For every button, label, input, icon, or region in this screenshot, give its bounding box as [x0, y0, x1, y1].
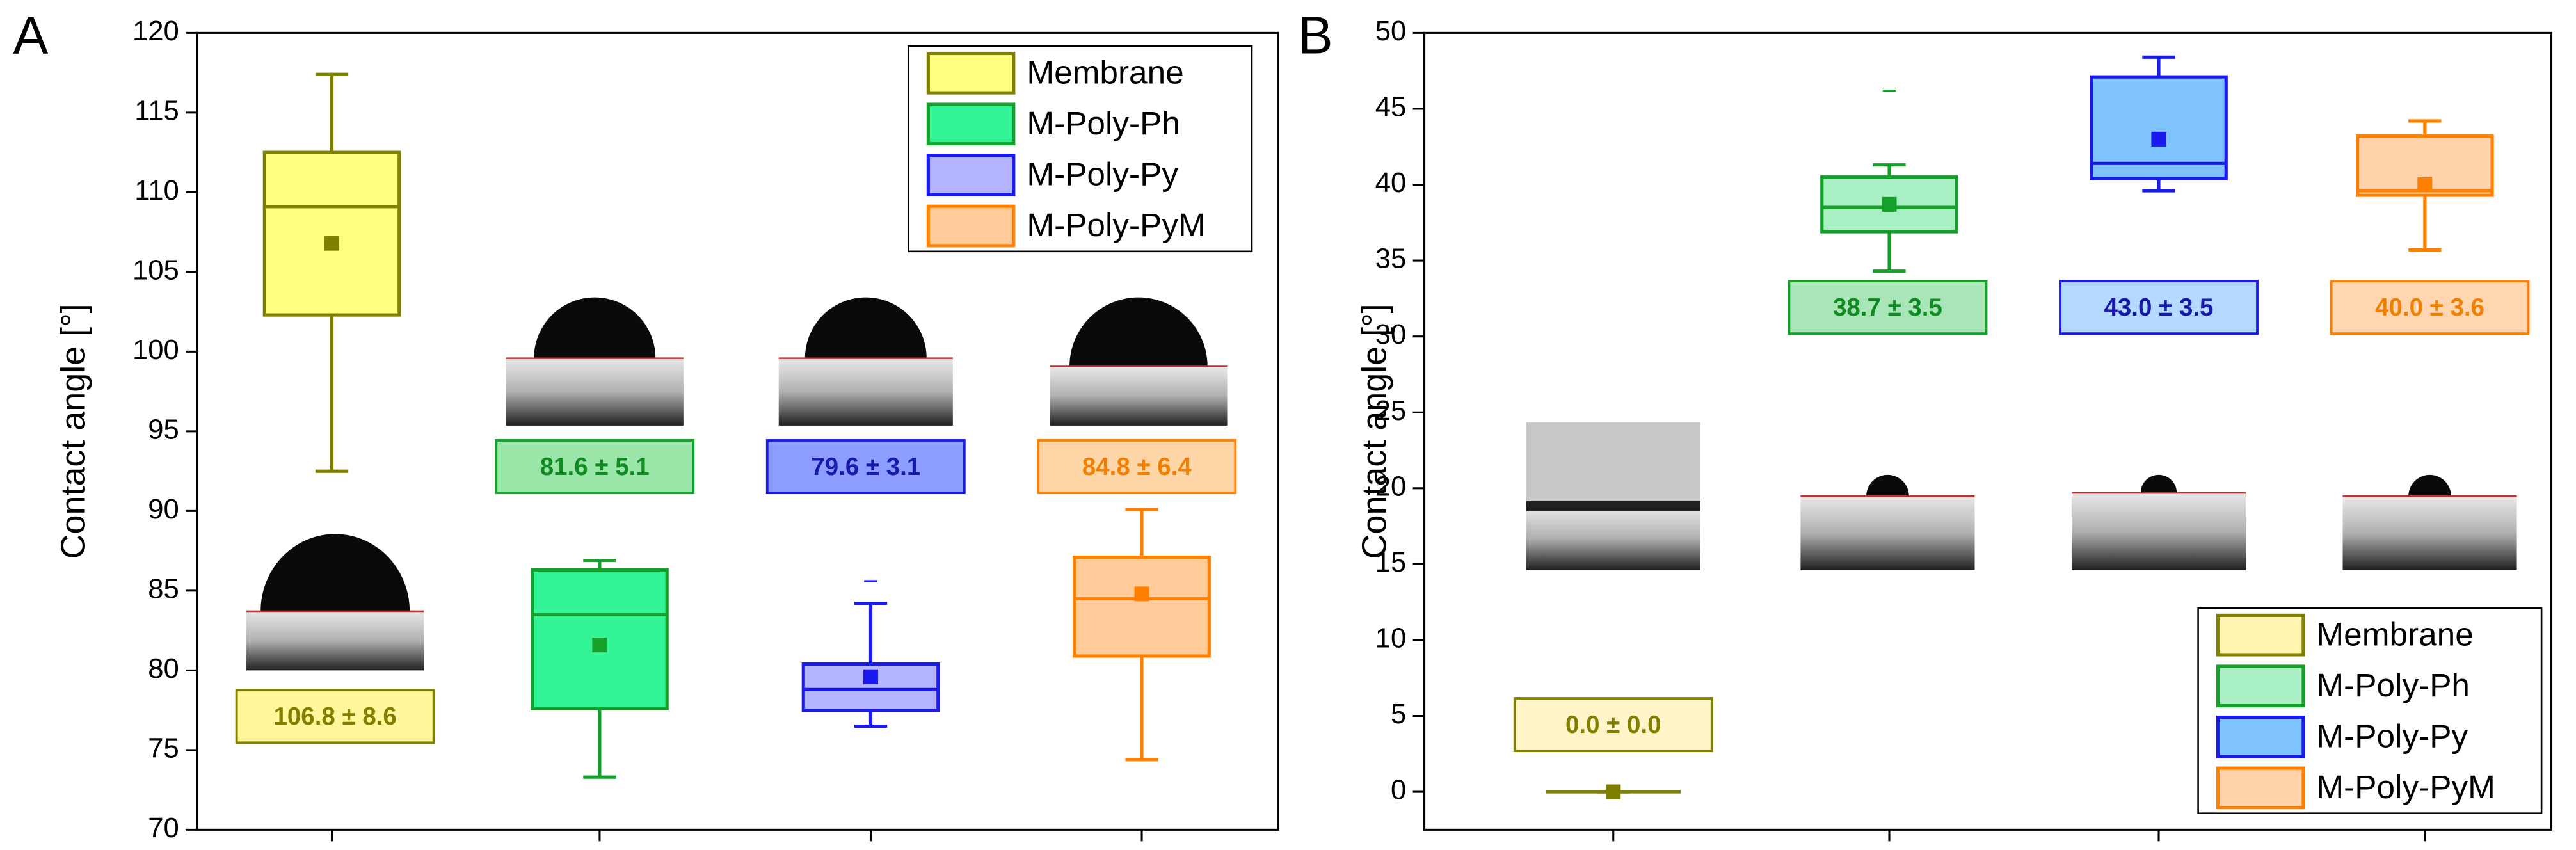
y-tick-label: 35	[1375, 244, 1407, 275]
y-tick-label: 20	[1375, 471, 1407, 502]
legend-swatch	[926, 154, 1016, 196]
mean-marker	[863, 669, 879, 684]
mean-marker	[592, 637, 607, 653]
legend-label: M-Poly-Py	[2316, 718, 2468, 754]
value-label-box	[1513, 697, 1713, 753]
y-tick-label: 80	[148, 654, 179, 684]
value-label: 38.7 ± 3.5	[1833, 294, 1942, 321]
y-axis-label: Contact angle [°]	[1355, 303, 1393, 559]
mean-marker	[2417, 177, 2433, 193]
image-surface	[1800, 496, 1975, 570]
value-label: 106.8 ± 8.6	[273, 703, 396, 730]
legend-swatch	[2216, 715, 2305, 758]
value-label: 81.6 ± 5.1	[540, 453, 650, 481]
y-tick-label: 30	[1375, 319, 1407, 350]
legend-swatch	[926, 51, 1016, 95]
legend-label: M-Poly-Py	[1027, 156, 1178, 193]
y-tick-label: 50	[1375, 16, 1407, 47]
legend-label: Membrane	[2316, 616, 2473, 652]
y-tick-label: 85	[148, 573, 179, 604]
value-label: 84.8 ± 6.4	[1082, 453, 1192, 481]
y-tick-label: 95	[148, 414, 179, 445]
legend-swatch	[926, 102, 1016, 146]
droplet-image	[2071, 474, 2246, 570]
legend-label: M-Poly-Ph	[1027, 105, 1180, 141]
value-label: 79.6 ± 3.1	[811, 453, 920, 481]
mean-marker	[1882, 196, 1897, 212]
y-tick-label: 75	[148, 733, 179, 764]
value-label-box	[235, 689, 435, 744]
image-surface	[778, 358, 953, 426]
y-tick-label: 115	[134, 95, 179, 126]
droplet	[2140, 474, 2177, 493]
y-tick-label: 120	[132, 16, 179, 47]
droplet-image	[506, 297, 684, 426]
droplet-image	[1050, 297, 1228, 426]
box	[262, 150, 401, 317]
legend-swatch	[2216, 613, 2305, 657]
y-tick-label: 10	[1375, 623, 1407, 654]
image-surface	[1050, 366, 1228, 426]
droplet	[1866, 474, 1909, 497]
legend-swatch	[926, 204, 1016, 248]
legend-swatch	[2216, 766, 2305, 810]
y-tick-label: 90	[148, 494, 179, 525]
value-label-box	[2330, 280, 2530, 335]
legend-label: M-Poly-Ph	[2316, 667, 2470, 703]
y-tick-label: 45	[1375, 92, 1407, 122]
y-axis-label: Contact angle [°]	[54, 303, 92, 559]
box	[1073, 556, 1211, 658]
droplet	[804, 297, 927, 358]
value-label-box	[495, 439, 695, 495]
droplet-image	[246, 534, 424, 671]
legend-label: Membrane	[1027, 54, 1183, 90]
y-tick-label: 70	[148, 813, 179, 844]
y-tick-label: 40	[1375, 168, 1407, 198]
image-surface	[246, 611, 424, 671]
value-label-box	[765, 439, 966, 495]
y-tick-label: 5	[1391, 699, 1406, 730]
droplet-image	[1800, 474, 1975, 570]
droplet-image	[778, 297, 953, 426]
y-tick-label: 0	[1391, 775, 1406, 806]
droplet	[260, 534, 410, 611]
image-surface	[2342, 496, 2517, 570]
panel-label: B	[1298, 6, 1333, 65]
y-tick-label: 100	[132, 335, 179, 365]
y-tick-label: 105	[132, 255, 179, 285]
legend-label: M-Poly-PyM	[1027, 207, 1205, 243]
droplet	[2408, 474, 2451, 497]
value-label: 0.0 ± 0.0	[1565, 711, 1661, 739]
box	[2090, 75, 2228, 180]
image-surface	[1526, 506, 1700, 570]
droplet	[1069, 297, 1208, 367]
droplet	[534, 297, 656, 358]
legend-swatch	[2216, 664, 2305, 708]
droplet-image	[2342, 474, 2517, 570]
y-tick-label: 110	[134, 175, 179, 206]
value-label-box	[2059, 280, 2259, 335]
plot-frame	[1423, 31, 2553, 831]
y-tick-label: 25	[1375, 396, 1407, 426]
image-surface	[506, 358, 684, 426]
mean-marker	[1606, 784, 1621, 799]
value-label-box	[1037, 439, 1237, 495]
droplet-image	[1526, 422, 1700, 570]
y-tick-label: 15	[1375, 547, 1407, 578]
mean-marker	[2151, 131, 2166, 147]
image-membrane	[1526, 501, 1700, 511]
mean-marker	[1134, 586, 1149, 602]
legend-label: M-Poly-PyM	[2316, 769, 2495, 805]
image-surface	[2071, 493, 2246, 570]
mean-marker	[324, 236, 340, 251]
panel-label: A	[13, 6, 49, 65]
value-label: 40.0 ± 3.6	[2375, 294, 2484, 321]
value-label-box	[1788, 280, 1988, 335]
value-label: 43.0 ± 3.5	[2104, 294, 2213, 321]
